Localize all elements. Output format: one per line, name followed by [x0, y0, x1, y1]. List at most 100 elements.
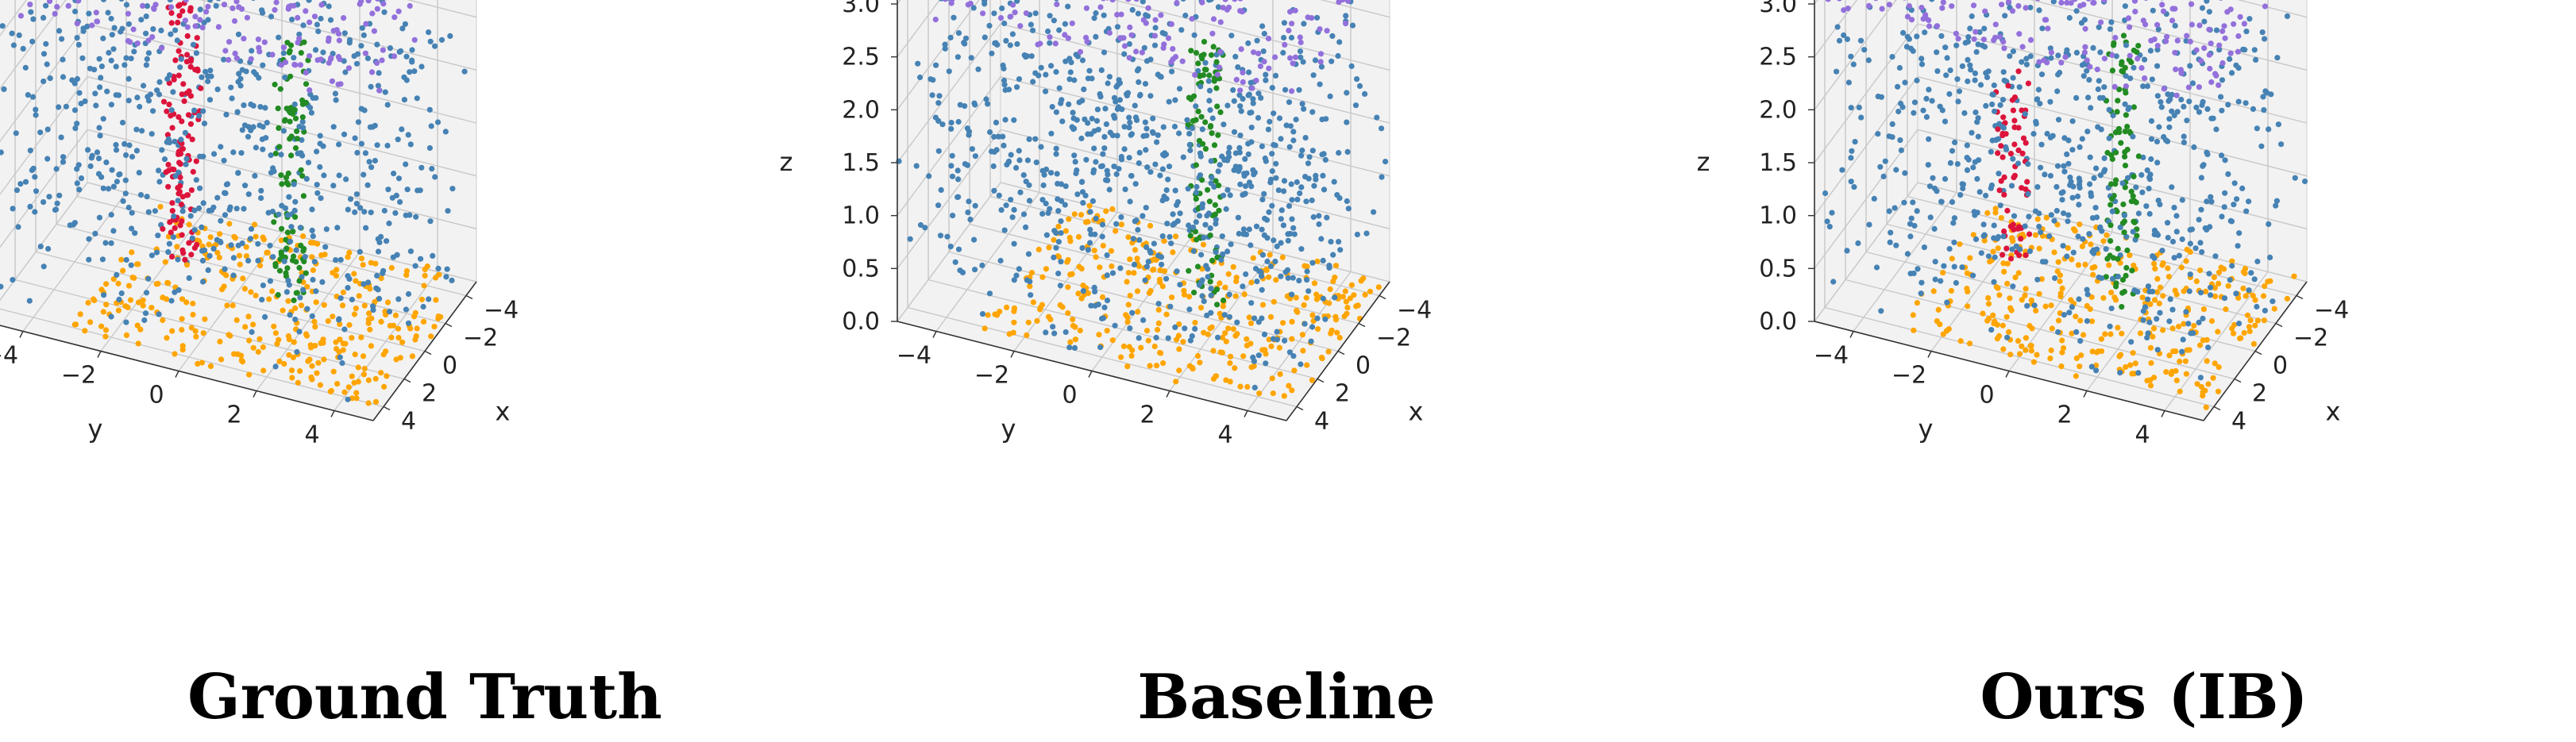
scatter-point [2127, 75, 2134, 82]
scatter-point [106, 49, 112, 56]
scatter-point [1263, 217, 1271, 223]
scatter-point [2075, 262, 2081, 268]
scatter-point [1328, 330, 1334, 336]
scatter-point [370, 307, 376, 313]
scatter-point [1255, 90, 1262, 97]
scatter-point [2016, 84, 2023, 90]
scatter-point [118, 0, 125, 2]
scatter-point [277, 86, 283, 92]
scatter-point [1314, 315, 1321, 321]
scatter-point [1248, 364, 1255, 371]
scatter-point [1898, 147, 1904, 153]
scatter-point [1245, 92, 1251, 98]
scatter-point [1957, 241, 1963, 248]
scatter-point [2082, 261, 2088, 267]
scatter-point [1134, 288, 1141, 294]
scatter-point [102, 327, 110, 333]
scatter-point [1240, 226, 1247, 233]
scatter-point [2107, 181, 2115, 187]
scatter-point [168, 31, 174, 37]
scatter-point [2034, 96, 2040, 102]
scatter-point [187, 8, 194, 14]
scatter-point [1125, 270, 1132, 276]
scatter-point [2073, 313, 2079, 320]
scatter-point [996, 192, 1002, 198]
scatter-point [1911, 270, 1917, 277]
scatter-point [1080, 288, 1086, 294]
scatter-point [2077, 144, 2083, 150]
scatter-point [1930, 175, 1936, 181]
scatter-point [1900, 29, 1907, 37]
scatter-point [2010, 75, 2016, 81]
scatter-point [292, 62, 299, 68]
scatter-point [309, 254, 315, 260]
scatter-point [1962, 40, 1969, 46]
scatter-point [2132, 360, 2138, 367]
z-tick-label: 2.5 [1759, 44, 1797, 71]
scatter-point [1170, 211, 1176, 217]
scatter-point [228, 84, 234, 90]
scatter-point [2267, 278, 2273, 284]
scatter-point [191, 244, 198, 251]
scatter-point [2254, 258, 2261, 265]
scatter-point [1226, 144, 1232, 151]
scatter-point [1245, 140, 1251, 147]
scatter-point [368, 343, 374, 349]
scatter-point [156, 179, 163, 185]
scatter-point [226, 332, 232, 338]
grid-line [897, 0, 941, 58]
scatter-point [298, 302, 305, 309]
scatter-point [1961, 110, 1968, 117]
scatter-point [267, 278, 273, 284]
scatter-point [114, 179, 120, 185]
scatter-point [1198, 52, 1205, 60]
scatter-point [2260, 293, 2267, 299]
scatter-point [2107, 238, 2114, 244]
scatter-point [356, 293, 362, 299]
scatter-point [357, 1, 363, 7]
scatter-point [287, 73, 294, 79]
scatter-point [2038, 141, 2045, 148]
scatter-point [192, 67, 199, 73]
scatter-point [260, 283, 266, 289]
z-tick-label: 1.0 [842, 202, 880, 230]
scatter-point [2024, 302, 2030, 309]
scatter-point [156, 167, 162, 174]
scatter-point [1070, 322, 1076, 329]
scatter-point [998, 207, 1005, 213]
scatter-point [1224, 248, 1231, 255]
scatter-point [1224, 186, 1231, 193]
scatter-point [1128, 132, 1134, 138]
scatter-point [1174, 268, 1180, 275]
scatter-point [2246, 16, 2253, 22]
scatter-point [2146, 210, 2153, 217]
scatter-point [420, 318, 427, 325]
scatter-point [1971, 36, 1977, 42]
scatter-point [1053, 229, 1059, 236]
scatter-point [358, 334, 364, 340]
scatter-point [1992, 136, 1999, 143]
scatter-point [2000, 346, 2007, 352]
scatter-point [294, 348, 300, 356]
scatter-point [33, 188, 40, 194]
scatter-point [1301, 321, 1308, 327]
scatter-point [1143, 263, 1151, 270]
scatter-point [957, 102, 963, 108]
scatter-point [1248, 110, 1255, 116]
scatter-point [981, 1, 988, 7]
scatter-point [96, 214, 102, 221]
scatter-point [2149, 76, 2155, 83]
scatter-point [2109, 275, 2116, 282]
scatter-point [1157, 349, 1163, 356]
scatter-point [1965, 78, 1971, 85]
scatter-point [1236, 230, 1242, 237]
scatter-point [165, 183, 172, 190]
scatter-point [1967, 255, 1973, 261]
panel-title: Ground Truth [187, 661, 662, 733]
scatter-point [153, 281, 160, 287]
scatter-point [378, 233, 384, 240]
grid-line [0, 308, 384, 408]
grid-line [1845, 279, 2235, 380]
scatter-point [1844, 248, 1850, 254]
scatter-point [1965, 288, 1971, 294]
